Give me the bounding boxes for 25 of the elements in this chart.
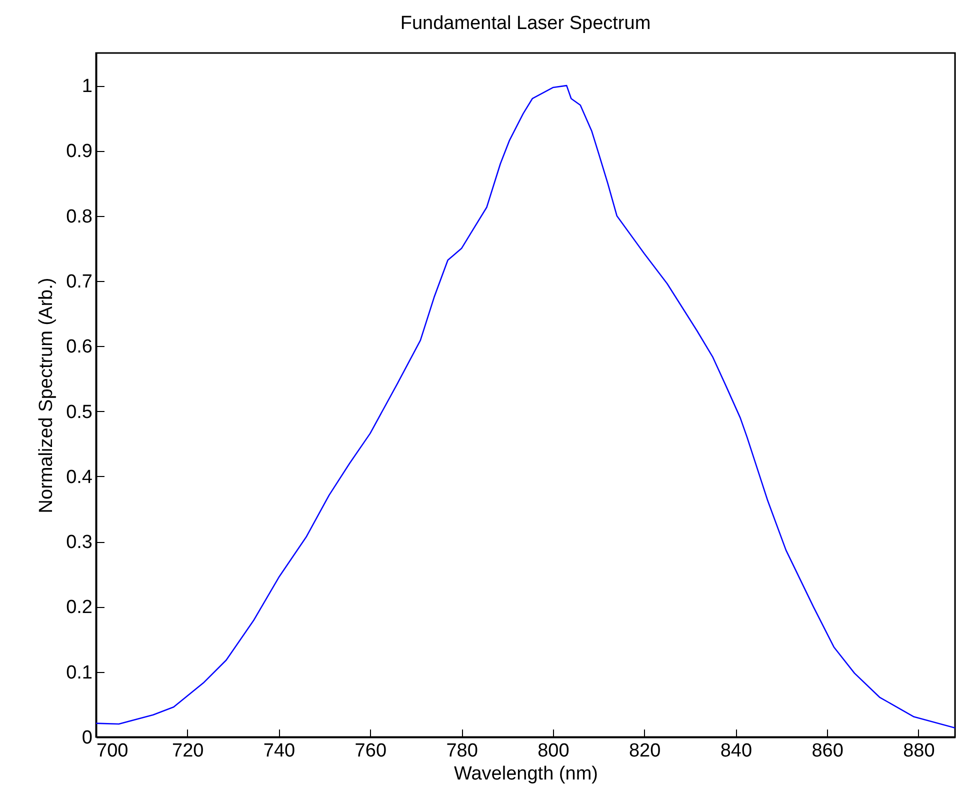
y-tick-label: 0.4 [66, 466, 93, 488]
y-tick-label: 0.1 [66, 662, 92, 684]
chart-title: Fundamental Laser Spectrum [400, 13, 651, 34]
y-tick-label: 1 [82, 76, 92, 98]
y-tick-label: 0.5 [66, 402, 92, 423]
x-tick-label: 700 [96, 740, 128, 762]
y-tick-label: 0.2 [66, 597, 92, 618]
x-tick-label: 740 [263, 740, 296, 762]
y-tick-label: 0 [82, 728, 92, 748]
y-tick-label: 0.9 [66, 141, 92, 162]
x-tick-label: 720 [172, 740, 204, 762]
x-tick-label: 880 [903, 740, 935, 762]
y-tick-label: 0.8 [66, 206, 92, 228]
x-tick-label: 780 [446, 740, 478, 762]
y-tick-label: 0.7 [66, 272, 92, 292]
y-axis-title: Normalized Spectrum (Arb.) [36, 278, 58, 514]
x-axis-title: Wavelength (nm) [454, 764, 598, 784]
x-tick-label: 760 [354, 740, 386, 762]
y-tick-label: 0.3 [66, 532, 92, 554]
x-tick-label: 800 [538, 740, 570, 762]
x-tick-label: 860 [812, 740, 844, 762]
y-tick-label: 0.6 [66, 336, 92, 358]
x-tick-label: 840 [720, 740, 752, 762]
x-tick-label: 820 [628, 740, 661, 762]
line-series [96, 84, 955, 729]
